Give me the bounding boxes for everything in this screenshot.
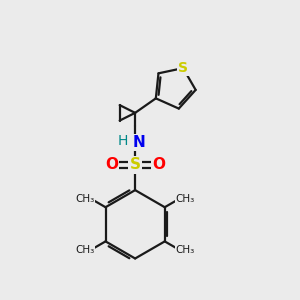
- Text: O: O: [105, 158, 118, 172]
- Text: S: S: [178, 61, 188, 75]
- Text: CH₃: CH₃: [75, 194, 94, 204]
- Text: CH₃: CH₃: [75, 244, 94, 255]
- Text: H: H: [118, 134, 128, 148]
- Text: CH₃: CH₃: [176, 194, 195, 204]
- Text: O: O: [152, 158, 165, 172]
- Text: S: S: [130, 158, 141, 172]
- Text: CH₃: CH₃: [176, 244, 195, 255]
- Text: N: N: [132, 135, 145, 150]
